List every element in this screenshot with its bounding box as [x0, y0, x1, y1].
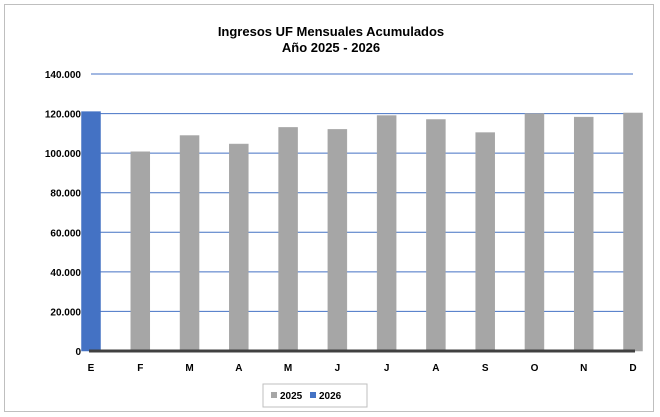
chart-title-line-2: Año 2025 - 2026 — [282, 40, 380, 55]
y-axis-ticks: 0 20.000 40.000 60.000 80.000 100.000 120.000 1… — [45, 70, 82, 358]
y-tick-label: 120.000 — [45, 110, 82, 121]
bar-chart: Ingresos UF Mensuales Acumulados Año 202… — [45, 24, 643, 408]
bar-2025-10 — [573, 116, 594, 352]
bar-2025-8 — [475, 132, 495, 352]
bar-2025-6 — [376, 115, 397, 352]
legend-label-2026: 2026 — [319, 391, 342, 402]
bar-2025-2 — [179, 135, 200, 352]
x-tick-label: N — [580, 363, 587, 374]
y-tick-label: 0 — [75, 347, 81, 358]
bar-2025-1 — [130, 151, 151, 352]
legend-swatch-2025 — [271, 392, 277, 398]
bar-2025-11 — [623, 112, 643, 352]
x-tick-label: E — [88, 363, 95, 374]
x-tick-label: D — [629, 363, 636, 374]
bar-2026-0 — [81, 111, 101, 352]
y-tick-label: 80.000 — [50, 189, 81, 200]
y-tick-label: 40.000 — [50, 268, 81, 279]
y-tick-label: 60.000 — [50, 228, 81, 239]
bar-2025-3 — [229, 143, 249, 352]
x-tick-label: S — [482, 363, 489, 374]
gridlines — [91, 73, 633, 312]
bar-2025-5 — [327, 129, 348, 352]
x-tick-label: O — [531, 363, 539, 374]
chart-title-line-1: Ingresos UF Mensuales Acumulados — [218, 24, 444, 39]
x-tick-label: J — [384, 363, 390, 374]
legend: 2025 2026 — [262, 383, 368, 408]
chart-frame: Ingresos UF Mensuales Acumulados Año 202… — [4, 4, 654, 412]
y-tick-label: 140.000 — [45, 70, 82, 81]
x-tick-label: F — [137, 363, 143, 374]
bar-2025-7 — [426, 119, 446, 352]
x-tick-label: J — [335, 363, 341, 374]
bars — [81, 111, 643, 352]
bar-2025-9 — [524, 113, 545, 352]
y-tick-label: 20.000 — [50, 307, 81, 318]
x-tick-label: A — [235, 363, 242, 374]
legend-swatch-2026 — [310, 392, 316, 398]
legend-label-2025: 2025 — [280, 391, 303, 402]
y-tick-label: 100.000 — [45, 149, 82, 160]
x-tick-label: A — [432, 363, 439, 374]
x-tick-label: M — [284, 363, 292, 374]
bar-2025-4 — [278, 127, 298, 352]
x-tick-label: M — [185, 363, 193, 374]
